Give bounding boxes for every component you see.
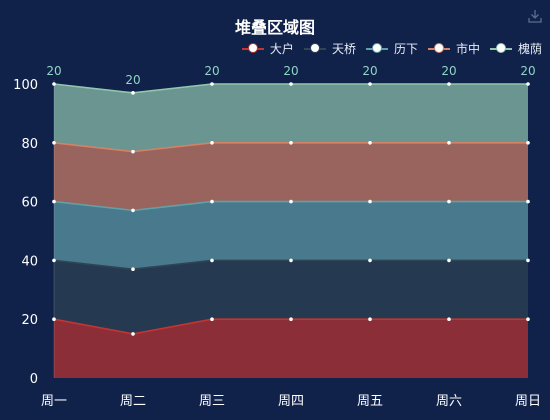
point-大户-6 <box>526 317 530 322</box>
area-市中 <box>54 142 528 211</box>
point-槐荫-1 <box>131 91 135 95</box>
point-历下-1 <box>131 208 135 213</box>
legend-label: 历下 <box>393 42 418 56</box>
legend-item[interactable]: 市中 <box>427 40 480 57</box>
point-大户-5 <box>447 317 451 322</box>
data-label: 20 <box>46 64 61 78</box>
point-大户-3 <box>289 317 293 322</box>
point-天桥-5 <box>447 258 451 263</box>
x-tick-label: 周二 <box>120 394 146 409</box>
y-tick-label: 80 <box>21 137 38 152</box>
point-大户-1 <box>131 332 135 336</box>
point-天桥-2 <box>210 258 214 263</box>
point-天桥-0 <box>52 258 56 263</box>
point-槐荫-3 <box>289 82 293 86</box>
legend-marker <box>303 42 326 55</box>
point-历下-2 <box>210 199 214 204</box>
x-tick-label: 周四 <box>278 394 304 409</box>
point-市中-1 <box>131 149 135 154</box>
chart-legend: 大户 天桥 历下 市中 槐荫 <box>241 40 550 57</box>
point-槐荫-2 <box>210 82 214 86</box>
legend-marker <box>365 42 388 55</box>
chart-title: 堆叠区域图 <box>234 18 315 37</box>
y-tick-label: 60 <box>21 196 38 211</box>
y-tick-label: 40 <box>21 254 38 269</box>
legend-dot <box>433 42 444 53</box>
legend-label: 槐荫 <box>517 42 542 56</box>
area-天桥 <box>54 260 528 334</box>
point-市中-5 <box>447 141 451 145</box>
download-icon[interactable] <box>528 8 542 23</box>
point-槐荫-6 <box>526 82 530 86</box>
legend-item[interactable]: 历下 <box>365 40 418 57</box>
point-大户-2 <box>210 317 214 322</box>
point-槐荫-0 <box>52 82 56 86</box>
point-历下-0 <box>52 199 56 204</box>
point-大户-4 <box>368 317 372 322</box>
data-label: 20 <box>283 64 298 78</box>
point-天桥-1 <box>131 267 135 272</box>
data-label: 20 <box>125 73 140 87</box>
point-天桥-3 <box>289 258 293 263</box>
point-市中-0 <box>52 141 56 145</box>
legend-marker <box>427 42 450 55</box>
point-历下-4 <box>368 199 372 204</box>
area-历下 <box>54 201 528 270</box>
point-市中-6 <box>526 141 530 145</box>
x-tick-label: 周三 <box>199 394 225 409</box>
legend-dot <box>495 42 506 53</box>
x-tick-label: 周一 <box>41 394 67 409</box>
legend-marker <box>241 42 264 55</box>
point-市中-4 <box>368 141 372 145</box>
point-历下-5 <box>447 199 451 204</box>
x-tick-label: 周六 <box>436 394 462 409</box>
download-icon-svg <box>528 10 542 23</box>
point-天桥-4 <box>368 258 372 263</box>
point-天桥-6 <box>526 258 530 263</box>
legend-item[interactable]: 天桥 <box>303 40 356 57</box>
legend-label: 市中 <box>455 42 480 56</box>
data-label: 20 <box>204 64 219 78</box>
legend-label: 天桥 <box>331 42 356 56</box>
point-市中-3 <box>289 141 293 145</box>
legend-item[interactable]: 槐荫 <box>489 40 542 57</box>
point-历下-3 <box>289 199 293 204</box>
x-tick-label: 周五 <box>357 394 383 409</box>
point-槐荫-4 <box>368 82 372 86</box>
y-tick-label: 0 <box>30 372 38 387</box>
legend-dot <box>371 42 382 53</box>
point-市中-2 <box>210 141 214 145</box>
legend-dot <box>247 42 258 53</box>
x-tick-label: 周日 <box>515 394 541 409</box>
legend-marker <box>489 42 512 55</box>
point-槐荫-5 <box>447 82 451 86</box>
point-大户-0 <box>52 317 56 322</box>
legend-dot <box>309 42 320 53</box>
area-大户 <box>54 319 528 378</box>
data-label: 20 <box>362 64 377 78</box>
legend-item[interactable]: 大户 <box>241 40 294 57</box>
data-label: 20 <box>520 64 535 78</box>
area-槐荫 <box>54 84 528 152</box>
data-label: 20 <box>441 64 456 78</box>
y-tick-label: 20 <box>21 313 38 328</box>
y-tick-label: 100 <box>13 78 38 93</box>
legend-label: 大户 <box>269 42 294 56</box>
point-历下-6 <box>526 199 530 204</box>
